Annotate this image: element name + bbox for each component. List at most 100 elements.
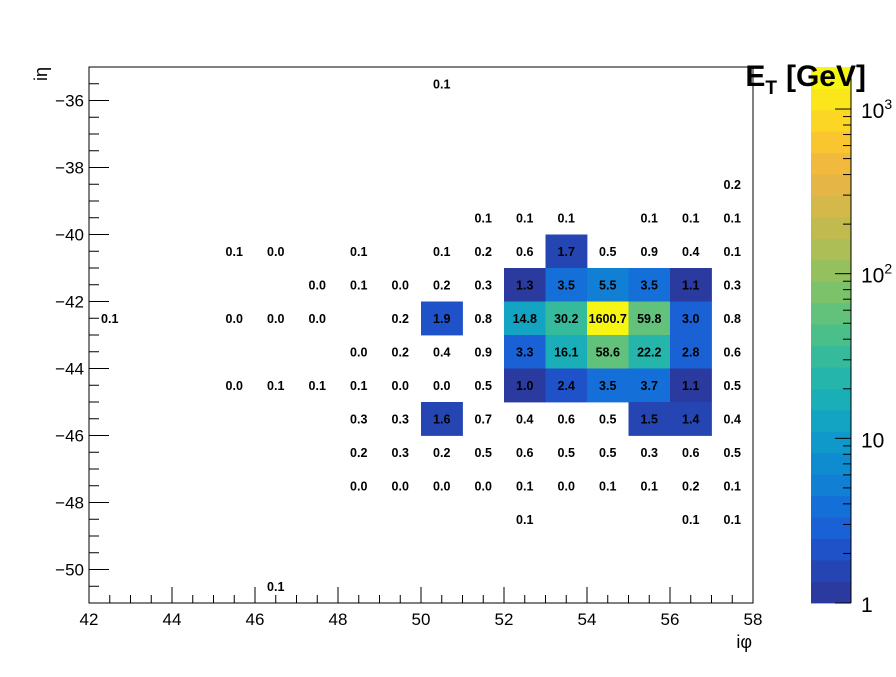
color-scale-band [811,152,851,175]
cell-value-label: 0.2 [724,178,741,192]
heatmap-cell [421,301,463,336]
cell-value-label: 1.1 [682,278,699,292]
color-scale-band [811,131,851,154]
cell-value-label: 0.6 [682,446,699,460]
cell-value-label: 14.8 [513,312,537,326]
y-tick-label: −40 [55,226,84,245]
color-scale-band [811,538,851,561]
color-scale-band [811,345,851,368]
x-tick-label: 52 [495,610,514,629]
heatmap-cell [587,301,629,336]
color-scale-band [811,67,851,89]
cell-value-label: 0.0 [309,278,326,292]
cell-value-label: 3.5 [599,379,616,393]
color-scale-band [811,302,851,325]
cell-value-label: 0.6 [724,345,741,359]
cell-value-label: 59.8 [637,312,661,326]
cell-value-label: 3.5 [641,278,658,292]
cell-value-label: 0.1 [641,479,658,493]
cell-value-label: 58.6 [596,345,620,359]
cell-value-label: 0.9 [475,345,492,359]
cell-value-label: 0.1 [433,245,450,259]
cell-value-label: 0.3 [392,412,409,426]
color-scale-band [811,474,851,497]
cell-value-label: 3.7 [641,379,658,393]
color-scale-band [811,324,851,347]
cell-value-label: 1.4 [682,412,699,426]
y-tick-label: −46 [55,427,84,446]
color-scale-tick-label: 103 [861,96,892,123]
heatmap-cell [545,335,588,369]
y-tick-label: −48 [55,494,84,513]
cell-value-label: 0.6 [516,245,533,259]
cell-value-label: 0.8 [475,312,492,326]
cell-value-label: 0.3 [475,278,492,292]
heatmap-cell [587,268,629,302]
cell-value-label: 0.1 [682,211,699,225]
cell-value-label: 0.0 [392,479,409,493]
color-scale-band [811,195,851,218]
cell-value-label: 3.0 [682,312,699,326]
cell-value-label: 0.1 [599,479,616,493]
heatmap-cell [670,402,712,436]
x-axis-title: iφ [736,632,752,652]
color-scale-band [811,431,851,454]
cell-value-label: 0.4 [433,345,450,359]
cell-value-label: 3.5 [558,278,575,292]
cell-value-labels: 0.1 0.2 0.1 0.1 0.1 0.1 0.1 0.1 0.1 0.0 0.1 0.1 0.2 0… [101,77,741,594]
heatmap-cell [545,234,588,269]
z-axis-title-unit: [GeV] [786,60,866,93]
x-tick-label: 58 [744,610,763,629]
cell-value-label: 0.0 [392,278,409,292]
cell-value-label: 0.5 [599,412,616,426]
cell-value-label: 1.1 [682,379,699,393]
z-axis-title-sub: T [765,78,777,99]
x-tick-label: 50 [412,610,431,629]
heatmap-cell [545,268,588,302]
cell-value-label: 0.5 [475,446,492,460]
color-scale-band [811,238,851,261]
cell-value-label: 0.5 [724,379,741,393]
heatmap-cell [587,368,629,403]
color-scale-band [811,367,851,389]
cell-value-label: 0.0 [433,479,450,493]
cell-value-label: 0.0 [392,379,409,393]
cell-value-label: 2.8 [682,345,699,359]
color-scale-band [811,281,851,304]
color-scale-band [811,495,851,518]
heatmap-cell [504,268,546,302]
heatmap-cell [670,301,712,336]
cell-value-label: 1.9 [433,312,450,326]
cell-value-label: 0.1 [101,312,118,326]
color-scale-band [811,88,851,111]
y-tick-label: −42 [55,293,84,312]
cell-value-label: 1.3 [516,278,533,292]
cell-value-label: 0.5 [475,379,492,393]
cell-value-label: 0.1 [516,513,533,527]
cell-value-label: 0.2 [475,245,492,259]
cell-value-label: 0.1 [724,245,741,259]
x-tick-label: 48 [329,610,348,629]
heatmap-cell [628,301,671,336]
cell-value-label: 0.4 [516,412,533,426]
cell-value-label: 0.1 [558,211,575,225]
cell-value-label: 1.5 [641,412,658,426]
cell-value-label: 0.1 [309,379,326,393]
cell-value-label: 0.3 [392,446,409,460]
z-axis-title: ET [GeV] [745,60,866,99]
color-scale-bar: 1 10 102 103 [811,67,892,617]
cell-value-label: 0.1 [433,77,450,91]
color-scale-band [811,452,851,475]
heatmap-cell [670,335,712,369]
y-tick-label: −50 [55,561,84,580]
heatmap-cell [628,335,671,369]
cell-value-label: 0.1 [350,278,367,292]
cell-value-label: 0.1 [516,211,533,225]
cell-value-label: 0.0 [558,479,575,493]
color-scale-tick-label: 10 [861,429,884,452]
cell-value-label: 30.2 [554,312,578,326]
x-tick-label: 42 [80,610,99,629]
cell-value-label: 0.1 [267,580,284,594]
heatmap-cell [504,301,546,336]
